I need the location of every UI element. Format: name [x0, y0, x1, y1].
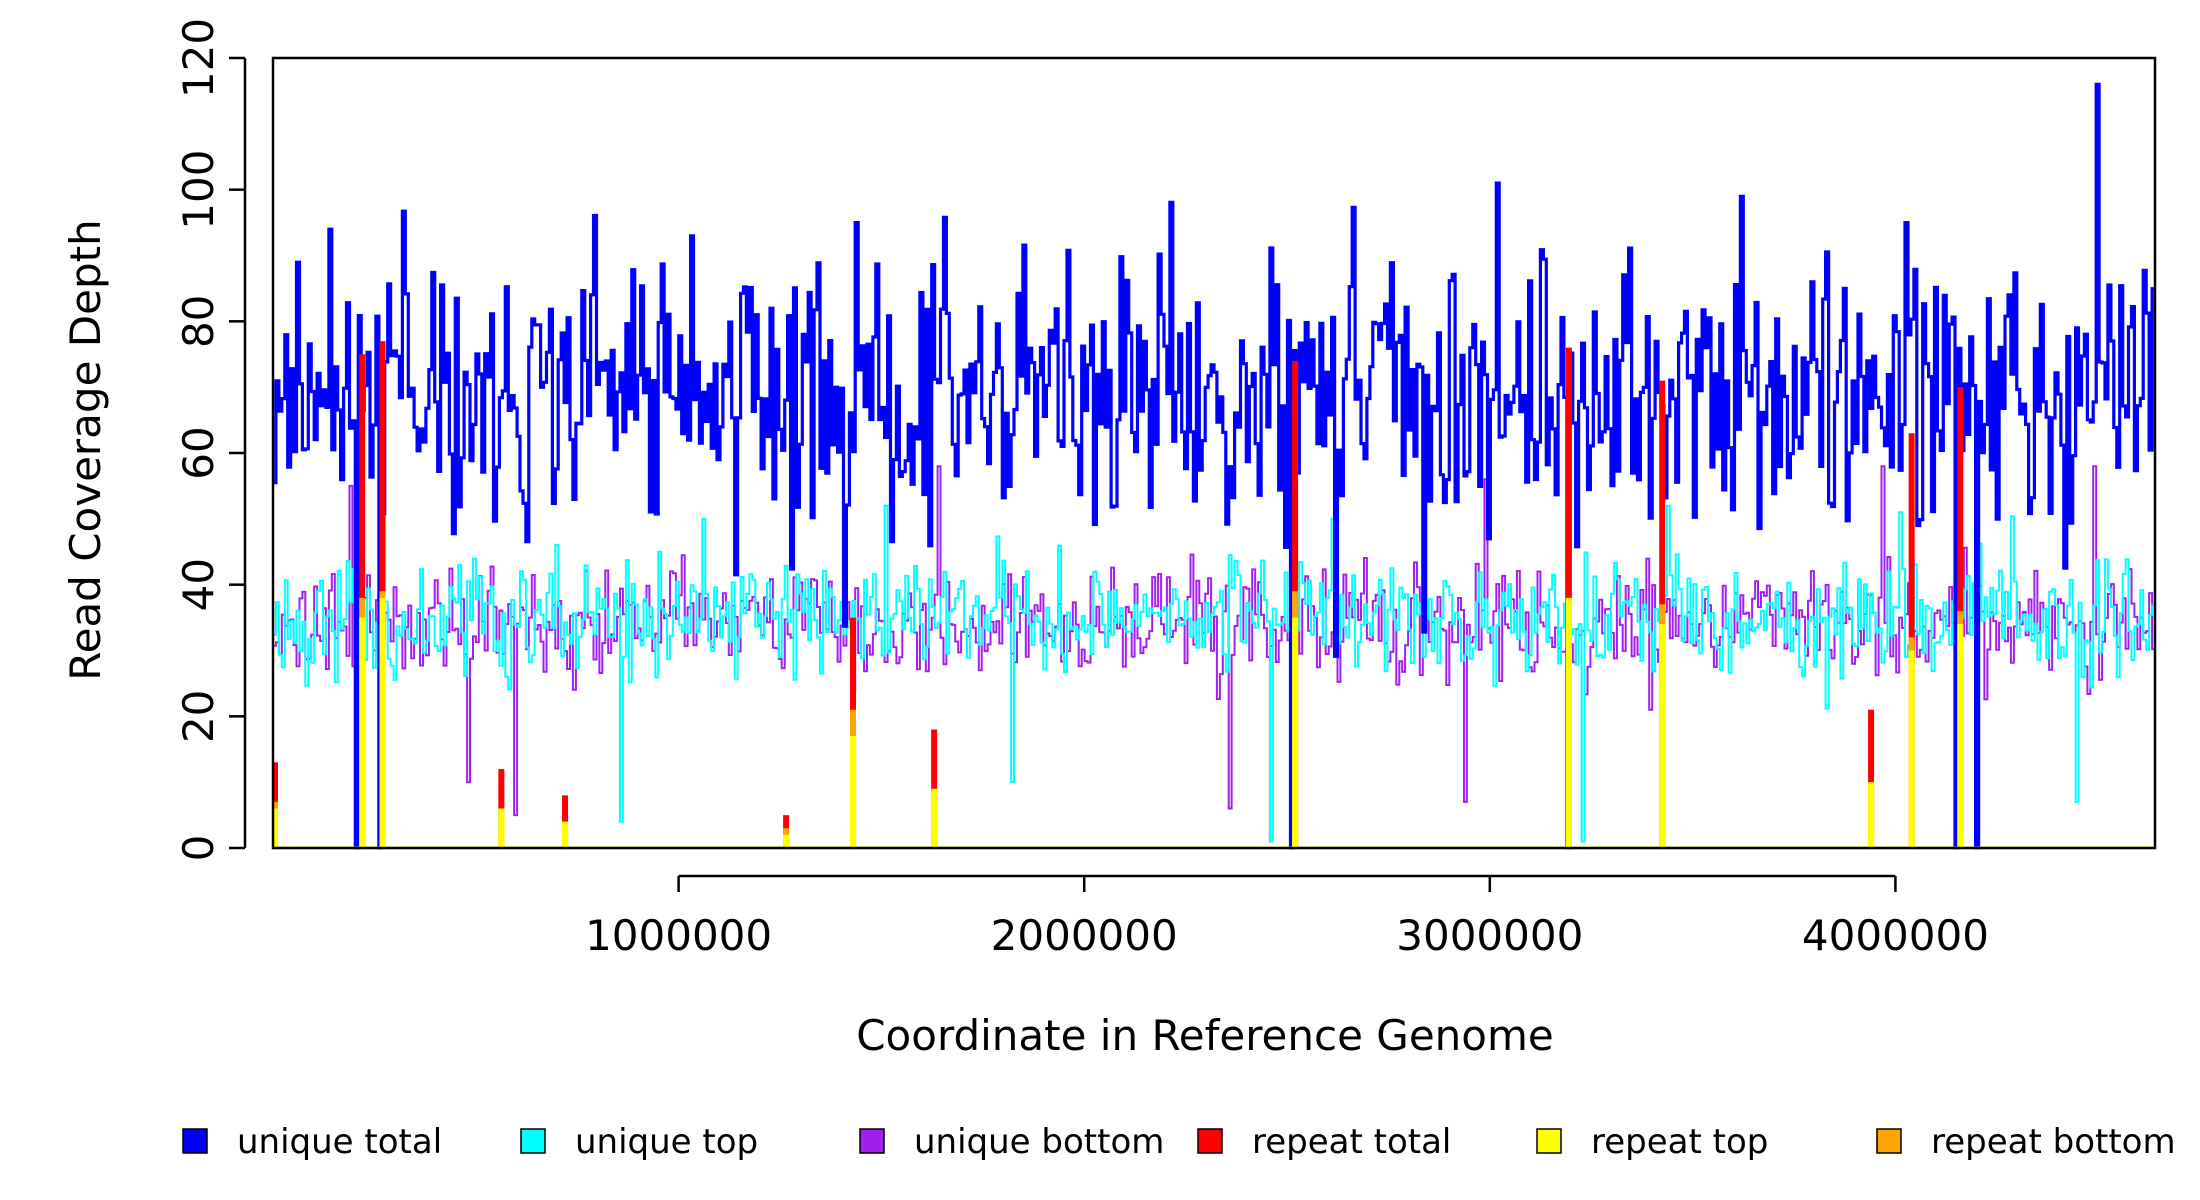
y-axis: 0 20 40 60 80 100 120 — [174, 18, 247, 862]
x-tick-label: 2000000 — [991, 911, 1178, 960]
legend-item-repeat-bottom: repeat bottom — [1876, 1122, 2176, 1162]
legend-item-unique-total: unique total — [182, 1122, 442, 1162]
legend-item-repeat-top: repeat top — [1536, 1122, 1768, 1162]
legend-swatch — [520, 1128, 546, 1154]
y-tick-label: 100 — [174, 150, 223, 230]
x-axis: 1000000 2000000 3000000 4000000 — [585, 874, 1989, 960]
series-unique-top-line — [273, 504, 2155, 849]
y-tick-label: 120 — [174, 18, 223, 98]
legend-label: unique total — [237, 1122, 442, 1162]
legend-label: unique top — [575, 1122, 758, 1162]
legend-label: repeat bottom — [1931, 1122, 2176, 1162]
plot-frame — [271, 56, 2157, 850]
legend-item-unique-bottom: unique bottom — [859, 1122, 1164, 1162]
legend-label: repeat top — [1591, 1122, 1768, 1162]
y-axis-title: Read Coverage Depth — [61, 219, 110, 680]
y-tick-label: 60 — [174, 426, 223, 479]
legend: unique total unique top unique bottom repea… — [182, 1122, 2176, 1162]
legend-swatch — [859, 1128, 885, 1154]
x-tick-label: 1000000 — [585, 911, 772, 960]
x-axis-title: Coordinate in Reference Genome — [856, 1011, 1554, 1060]
legend-swatch — [1197, 1128, 1223, 1154]
series-unique-total-line — [273, 82, 2155, 850]
x-tick-label: 4000000 — [1802, 911, 1989, 960]
y-tick-label: 0 — [174, 835, 223, 862]
y-tick-label: 20 — [174, 690, 223, 743]
legend-item-unique-top: unique top — [520, 1122, 758, 1162]
x-tick-label: 3000000 — [1396, 911, 1583, 960]
legend-swatch — [1876, 1128, 1902, 1154]
y-tick-label: 80 — [174, 295, 223, 348]
legend-label: unique bottom — [914, 1122, 1164, 1162]
legend-swatch — [1536, 1128, 1562, 1154]
legend-item-repeat-total: repeat total — [1197, 1122, 1451, 1162]
y-tick-label: 40 — [174, 558, 223, 611]
legend-label: repeat total — [1252, 1122, 1451, 1162]
legend-swatch — [182, 1128, 208, 1154]
